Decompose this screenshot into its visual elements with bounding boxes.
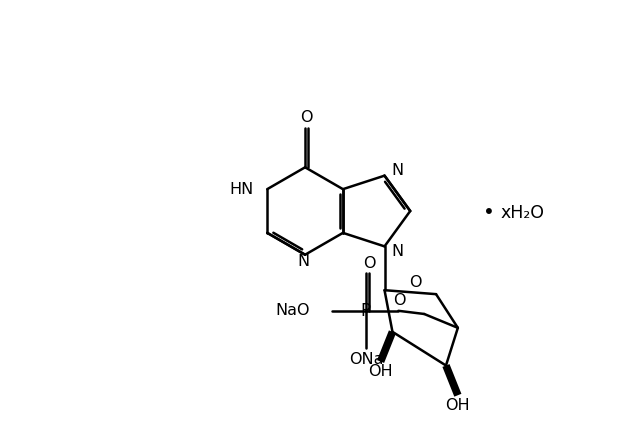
Text: HN: HN bbox=[229, 181, 253, 197]
Text: O: O bbox=[409, 275, 422, 290]
Text: OH: OH bbox=[445, 397, 470, 413]
Text: O: O bbox=[300, 110, 312, 125]
Text: P: P bbox=[361, 302, 371, 320]
Text: OH: OH bbox=[368, 364, 393, 379]
Text: N: N bbox=[297, 254, 309, 269]
Text: O: O bbox=[364, 256, 376, 271]
Text: NaO: NaO bbox=[276, 303, 310, 318]
Text: ONa: ONa bbox=[349, 352, 383, 367]
Text: xH₂O: xH₂O bbox=[501, 204, 545, 222]
Text: N: N bbox=[392, 163, 404, 178]
Text: O: O bbox=[393, 294, 406, 308]
Text: •: • bbox=[483, 204, 495, 222]
Text: N: N bbox=[392, 244, 404, 259]
